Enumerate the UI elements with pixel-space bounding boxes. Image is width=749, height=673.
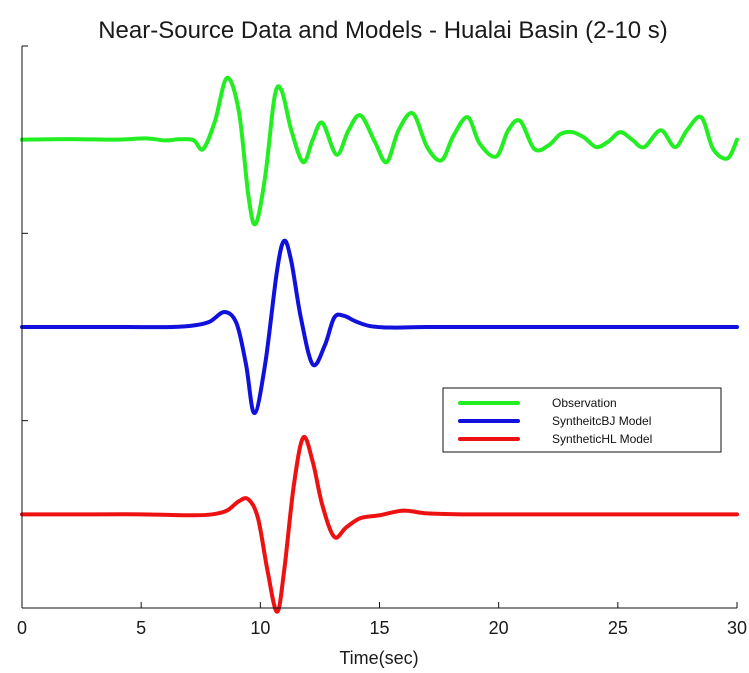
x-tick-label: 20 [489,618,509,638]
ticks-layer: 0 5 10 15 20 25 30 [17,45,747,638]
x-tick-label: 0 [17,618,27,638]
series-layer [20,75,739,614]
x-tick-label: 25 [608,618,628,638]
series-line-syntheitcbj-model [20,238,739,416]
x-tick-label: 10 [250,618,270,638]
x-tick-label: 15 [369,618,389,638]
plot-area: 0 5 10 15 20 25 30 [17,45,747,638]
series-line-synthetichl-model [20,434,739,614]
chart-title: Near-Source Data and Models - Hualai Bas… [98,17,668,44]
x-tick-label: 30 [727,618,747,638]
series-line-observation [20,75,739,227]
legend-label: SyntheticHL Model [552,432,652,446]
legend-label: SyntheitcBJ Model [552,414,651,428]
legend-label: Observation [552,396,617,410]
x-tick-label: 5 [136,618,146,638]
legend: Observation SyntheitcBJ Model SyntheticHL … [442,387,722,453]
legend-items: Observation SyntheitcBJ Model SyntheticHL … [458,396,652,446]
x-axis-label: Time(sec) [339,648,418,668]
